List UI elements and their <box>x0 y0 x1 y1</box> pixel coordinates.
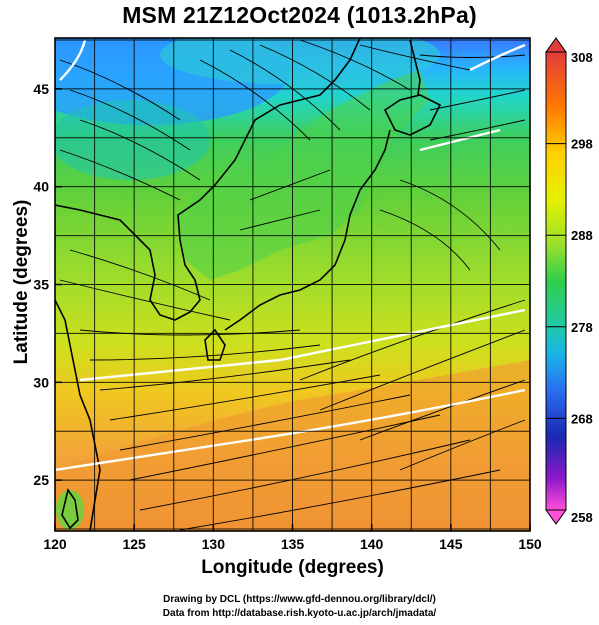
isotherm-lines <box>55 39 526 472</box>
temperature-field <box>55 38 530 531</box>
x-axis-label: Longitude (degrees) <box>201 557 384 578</box>
colorbar-tick-label: 288 <box>571 228 593 243</box>
colorbar-scale <box>545 51 567 511</box>
wind-streamlines <box>59 39 526 531</box>
y-tick-label: 30 <box>33 374 49 390</box>
x-tick-label: 120 <box>43 536 67 552</box>
colorbar-top-arrow <box>545 37 567 53</box>
colorbar-tick-label: 308 <box>571 50 593 65</box>
colorbar-tick-label: 268 <box>571 411 593 426</box>
x-tick-label: 130 <box>202 536 226 552</box>
x-tick-label: 135 <box>281 536 305 552</box>
credit-drawing: Drawing by DCL (https://www.gfd-dennou.o… <box>163 594 436 605</box>
graticule <box>55 38 530 531</box>
colorbar-tick-label: 278 <box>571 320 593 335</box>
colorbar-tick-label: 258 <box>571 510 593 525</box>
x-axis: 120 125 130 135 140 145 150 <box>43 524 542 552</box>
x-tick-label: 140 <box>360 536 384 552</box>
colorbar: 308 298 288 278 268 258 <box>545 37 593 525</box>
y-tick-label: 40 <box>33 179 49 195</box>
y-tick-label: 25 <box>33 472 49 488</box>
y-axis: 25 30 35 40 45 <box>33 81 62 488</box>
y-axis-label: Latitude (degrees) <box>11 199 32 365</box>
colorbar-bottom-arrow <box>545 509 567 525</box>
x-tick-label: 125 <box>122 536 146 552</box>
credit-data: Data from http://database.rish.kyoto-u.a… <box>162 608 437 619</box>
x-tick-label: 150 <box>518 536 542 552</box>
x-tick-label: 145 <box>439 536 463 552</box>
y-tick-label: 35 <box>33 277 49 293</box>
map-title: MSM 21Z12Oct2024 (1013.2hPa) <box>122 2 477 28</box>
colorbar-tick-label: 298 <box>571 137 593 152</box>
y-tick-label: 45 <box>33 81 49 97</box>
